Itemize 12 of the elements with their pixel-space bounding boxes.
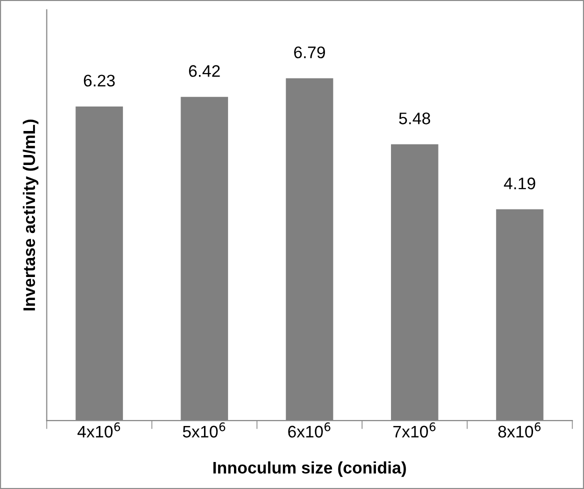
data-label: 6.23 [84, 74, 115, 87]
x-tick-label: 4x10$^{6}$ [77, 422, 120, 438]
x-tick-label: 6x10$^{6}$ [288, 422, 330, 438]
x-tick-label: 5x10$^{6}$ [182, 422, 226, 438]
data-label: 4.19 [504, 178, 536, 190]
x-tick-label: 8x10$^{6}$ [498, 422, 541, 438]
y-axis-title: Invertase activity (U/mL) [22, 120, 38, 310]
x-tick-label: 7x10$^{6}$ [393, 422, 436, 438]
data-label: 6.42 [189, 65, 220, 77]
data-label: 5.48 [399, 112, 430, 124]
data-label: 6.79 [294, 46, 325, 58]
x-axis-title: Innoculum size (conidia) [213, 461, 406, 477]
